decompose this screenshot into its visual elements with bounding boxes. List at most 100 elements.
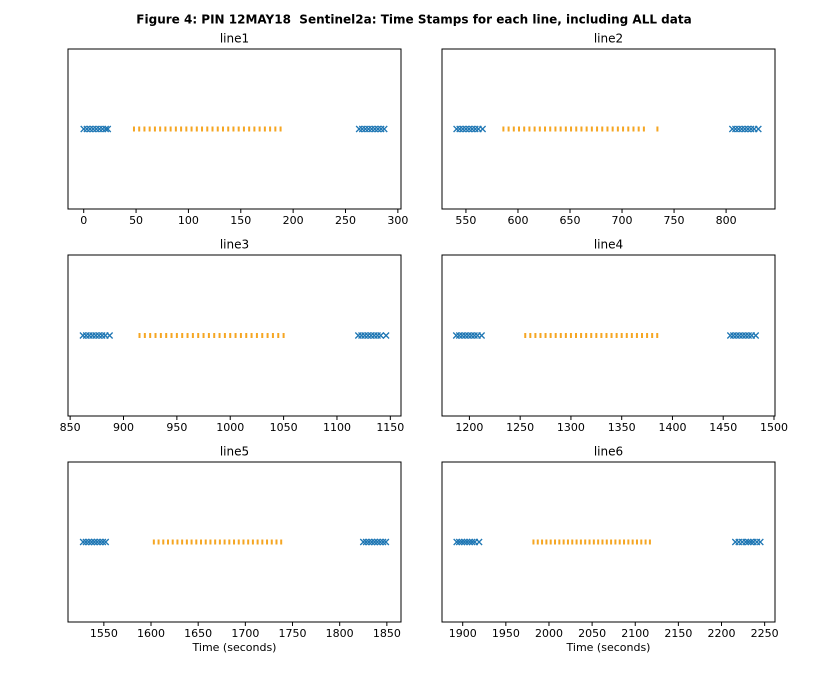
x-tick-label: 2050 [578,627,606,640]
point [368,125,376,133]
point [232,126,235,132]
point [502,126,505,132]
point [138,126,141,132]
point [237,126,240,132]
x-tick-label: 2150 [664,627,692,640]
x-tick-label: 1950 [492,627,520,640]
point [453,125,461,133]
x-tick-label: 850 [60,421,81,434]
point [644,539,647,545]
point [731,125,739,133]
point [361,332,369,339]
point [274,126,277,132]
point [223,333,226,338]
point [373,538,381,546]
point [99,125,107,133]
point [588,539,591,545]
point [610,333,613,338]
x-tick-label: 1050 [270,421,298,434]
point [86,125,94,133]
point [656,126,659,132]
point [106,332,114,339]
point [569,333,572,338]
axes-frame [441,254,776,417]
point [571,539,574,545]
point [529,333,532,338]
point [275,539,278,545]
x-tick-label: 950 [166,421,187,434]
point [153,126,156,132]
point [562,539,565,545]
point [92,125,100,133]
point [597,539,600,545]
point [728,125,736,133]
point [143,333,146,338]
point [90,538,98,546]
point [175,333,178,338]
point [370,332,378,339]
point [575,333,578,338]
point [742,538,750,546]
point [458,538,466,546]
point [80,125,88,133]
point [218,539,221,545]
point [595,333,598,338]
point [95,332,103,339]
figure-title: Figure 4: PIN 12MAY18 Sentinel2a: Time S… [136,13,691,27]
point [532,539,535,545]
point [605,333,608,338]
x-tick-label: 1550 [90,627,118,640]
point [200,539,203,545]
point [538,126,541,132]
point [245,333,248,338]
x-tick-label: 1700 [231,627,259,640]
point [132,126,135,132]
point [248,126,251,132]
x-tick-label: 1600 [137,627,165,640]
point [524,333,527,338]
point [96,538,104,546]
x-tick-label: 1300 [557,421,585,434]
point [79,538,87,546]
x-tick-label: 1750 [279,627,307,640]
point [611,126,614,132]
point [247,539,250,545]
point [377,125,385,133]
point [466,538,474,546]
point [592,539,595,545]
x-tick-label: 200 [283,214,304,227]
point [534,333,537,338]
point [223,539,226,545]
point [559,126,562,132]
point [601,126,604,132]
point [605,539,608,545]
point [218,333,221,338]
subplot-title: line3 [220,238,249,252]
point [461,332,469,339]
point [458,332,466,339]
point [615,333,618,338]
point [632,126,635,132]
point [159,126,162,132]
subplot-title: line6 [594,445,623,459]
point [202,333,205,338]
point [355,125,363,133]
x-tick-label: 1850 [373,627,401,640]
point [544,333,547,338]
axes-frame [441,461,776,623]
point [154,333,157,338]
point [585,333,588,338]
x-tick-label: 1350 [608,421,636,434]
point [631,539,634,545]
subplot-title: line4 [594,238,623,252]
x-tick-label: 50 [129,214,143,227]
point [367,332,375,339]
point [266,333,269,338]
point [614,539,617,545]
point [258,126,261,132]
point [635,333,638,338]
point [464,332,472,339]
point [89,125,97,133]
point [736,332,743,339]
